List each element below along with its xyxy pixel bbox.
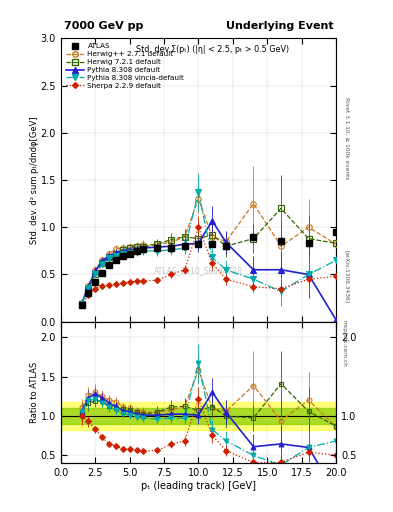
Y-axis label: Ratio to ATLAS: Ratio to ATLAS [30, 362, 39, 423]
X-axis label: pₜ (leading track) [GeV]: pₜ (leading track) [GeV] [141, 481, 256, 491]
Legend: ATLAS, Herwig++ 2.7.1 default, Herwig 7.2.1 default, Pythia 8.308 default, Pythi: ATLAS, Herwig++ 2.7.1 default, Herwig 7.… [64, 42, 186, 90]
Bar [61, 402, 336, 430]
Text: Underlying Event: Underlying Event [226, 22, 333, 31]
Text: [arXiv:1306.3436]: [arXiv:1306.3436] [344, 250, 349, 303]
Y-axis label: Std. dev. d² sum pₜ/dndφ[GeV]: Std. dev. d² sum pₜ/dndφ[GeV] [30, 116, 39, 244]
Text: ATLAS_2010_S8894728: ATLAS_2010_S8894728 [154, 266, 243, 275]
Text: mcplots.cern.ch: mcplots.cern.ch [341, 319, 346, 367]
Text: Std. dev.Σ(pₜ) (|η| < 2.5, pₜ > 0.5 GeV): Std. dev.Σ(pₜ) (|η| < 2.5, pₜ > 0.5 GeV) [136, 46, 289, 54]
Text: 7000 GeV pp: 7000 GeV pp [64, 22, 143, 31]
Text: Rivet 3.1.10, ≥ 100k events: Rivet 3.1.10, ≥ 100k events [344, 97, 349, 180]
Bar [61, 408, 336, 424]
